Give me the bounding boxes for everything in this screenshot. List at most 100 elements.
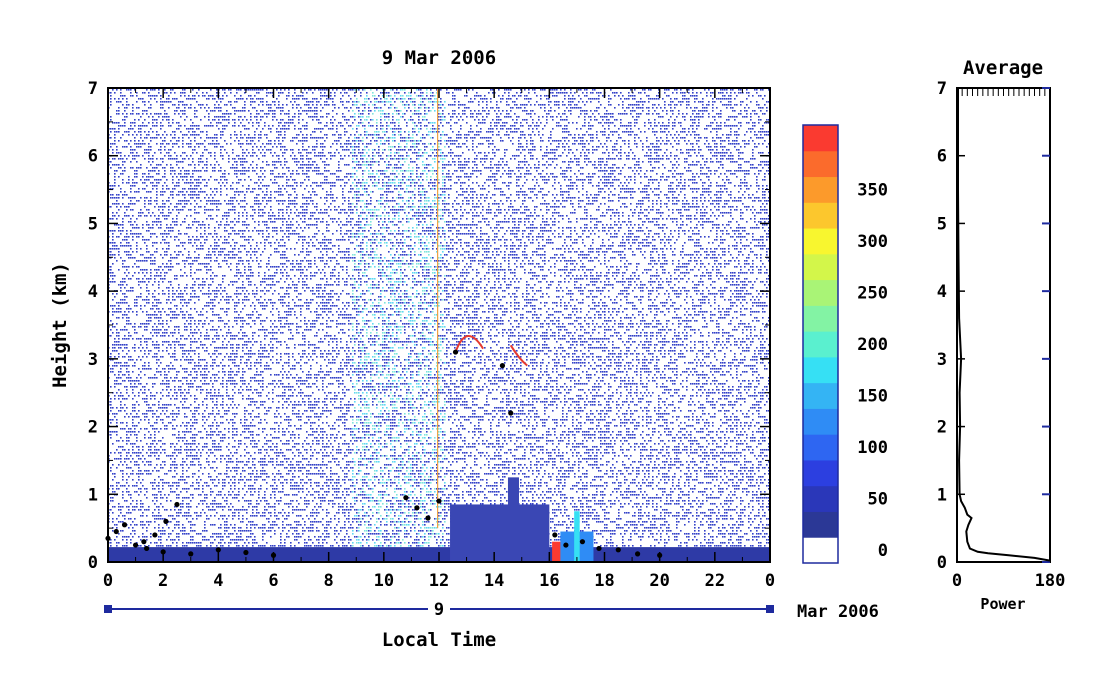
noise-cell	[114, 362, 116, 364]
noise-cell	[182, 221, 184, 223]
noise-cell	[224, 275, 226, 277]
noise-cell	[140, 545, 142, 547]
noise-cell	[146, 296, 148, 298]
noise-cell	[222, 134, 224, 136]
noise-cell	[214, 254, 216, 256]
noise-cell	[226, 188, 228, 190]
noise-cell	[164, 131, 166, 133]
noise-cell	[138, 494, 140, 496]
noise-cell	[236, 290, 238, 292]
noise-cell	[214, 293, 216, 295]
noise-cell	[240, 143, 242, 145]
noise-cell	[218, 338, 220, 340]
noise-cell	[176, 407, 178, 409]
noise-cell	[198, 461, 200, 463]
noise-cell	[158, 440, 160, 442]
noise-cell	[144, 281, 146, 283]
noise-cell	[176, 218, 178, 220]
noise-cell	[114, 473, 116, 475]
noise-cell	[114, 305, 116, 307]
noise-cell	[242, 263, 244, 265]
noise-cell	[116, 146, 118, 148]
noise-cell	[232, 188, 234, 190]
noise-cell	[122, 281, 124, 283]
noise-cell	[168, 287, 170, 289]
noise-cell	[118, 224, 120, 226]
noise-cell	[216, 494, 218, 496]
noise-cell	[216, 398, 218, 400]
noise-cell	[152, 308, 154, 310]
noise-cell	[166, 389, 168, 391]
noise-cell	[126, 440, 128, 442]
noise-cell	[144, 323, 146, 325]
noise-cell	[200, 107, 202, 109]
noise-cell	[224, 179, 226, 181]
noise-cell	[116, 365, 118, 367]
noise-cell	[238, 443, 240, 445]
noise-cell	[140, 233, 142, 235]
noise-cell	[170, 491, 172, 493]
noise-cell	[236, 167, 238, 169]
noise-cell	[180, 296, 182, 298]
noise-cell	[200, 314, 202, 316]
noise-cell	[246, 491, 248, 493]
noise-cell	[254, 362, 256, 364]
noise-cell	[170, 308, 172, 310]
noise-cell	[194, 170, 196, 172]
noise-cell	[200, 533, 202, 535]
noise-cell	[144, 299, 146, 301]
noise-cell	[194, 302, 196, 304]
noise-cell	[174, 305, 176, 307]
noise-cell	[216, 485, 218, 487]
noise-cell	[238, 527, 240, 529]
noise-cell	[168, 269, 170, 271]
noise-cell	[156, 272, 158, 274]
noise-cell	[182, 299, 184, 301]
noise-cell	[232, 209, 234, 211]
noise-cell	[156, 344, 158, 346]
noise-cell	[244, 134, 246, 136]
noise-cell	[246, 389, 248, 391]
noise-cell	[168, 245, 170, 247]
noise-cell	[236, 374, 238, 376]
noise-cell	[250, 179, 252, 181]
noise-cell	[178, 137, 180, 139]
noise-cell	[164, 329, 166, 331]
noise-cell	[150, 215, 152, 217]
noise-cell	[114, 215, 116, 217]
noise-cell	[204, 380, 206, 382]
noise-cell	[176, 161, 178, 163]
noise-cell	[162, 194, 164, 196]
noise-cell	[160, 335, 162, 337]
noise-cell	[110, 356, 112, 358]
noise-cell	[170, 500, 172, 502]
noise-cell	[136, 167, 138, 169]
noise-cell	[132, 233, 134, 235]
noise-cell	[228, 251, 230, 253]
noise-cell	[184, 329, 186, 331]
noise-cell	[210, 344, 212, 346]
noise-cell	[228, 326, 230, 328]
noise-cell	[126, 398, 128, 400]
noise-cell	[178, 452, 180, 454]
noise-cell	[232, 353, 234, 355]
noise-cell	[238, 404, 240, 406]
noise-cell	[146, 221, 148, 223]
noise-cell	[184, 371, 186, 373]
noise-cell	[168, 380, 170, 382]
noise-cell	[182, 275, 184, 277]
noise-cell	[154, 383, 156, 385]
noise-cell	[234, 131, 236, 133]
noise-cell	[178, 410, 180, 412]
noise-cell	[212, 440, 214, 442]
noise-cell	[112, 419, 114, 421]
noise-cell	[254, 131, 256, 133]
noise-cell	[234, 428, 236, 430]
noise-cell	[224, 260, 226, 262]
noise-cell	[130, 149, 132, 151]
noise-cell	[196, 374, 198, 376]
noise-cell	[162, 158, 164, 160]
noise-cell	[180, 464, 182, 466]
noise-cell	[248, 542, 250, 544]
noise-cell	[214, 179, 216, 181]
